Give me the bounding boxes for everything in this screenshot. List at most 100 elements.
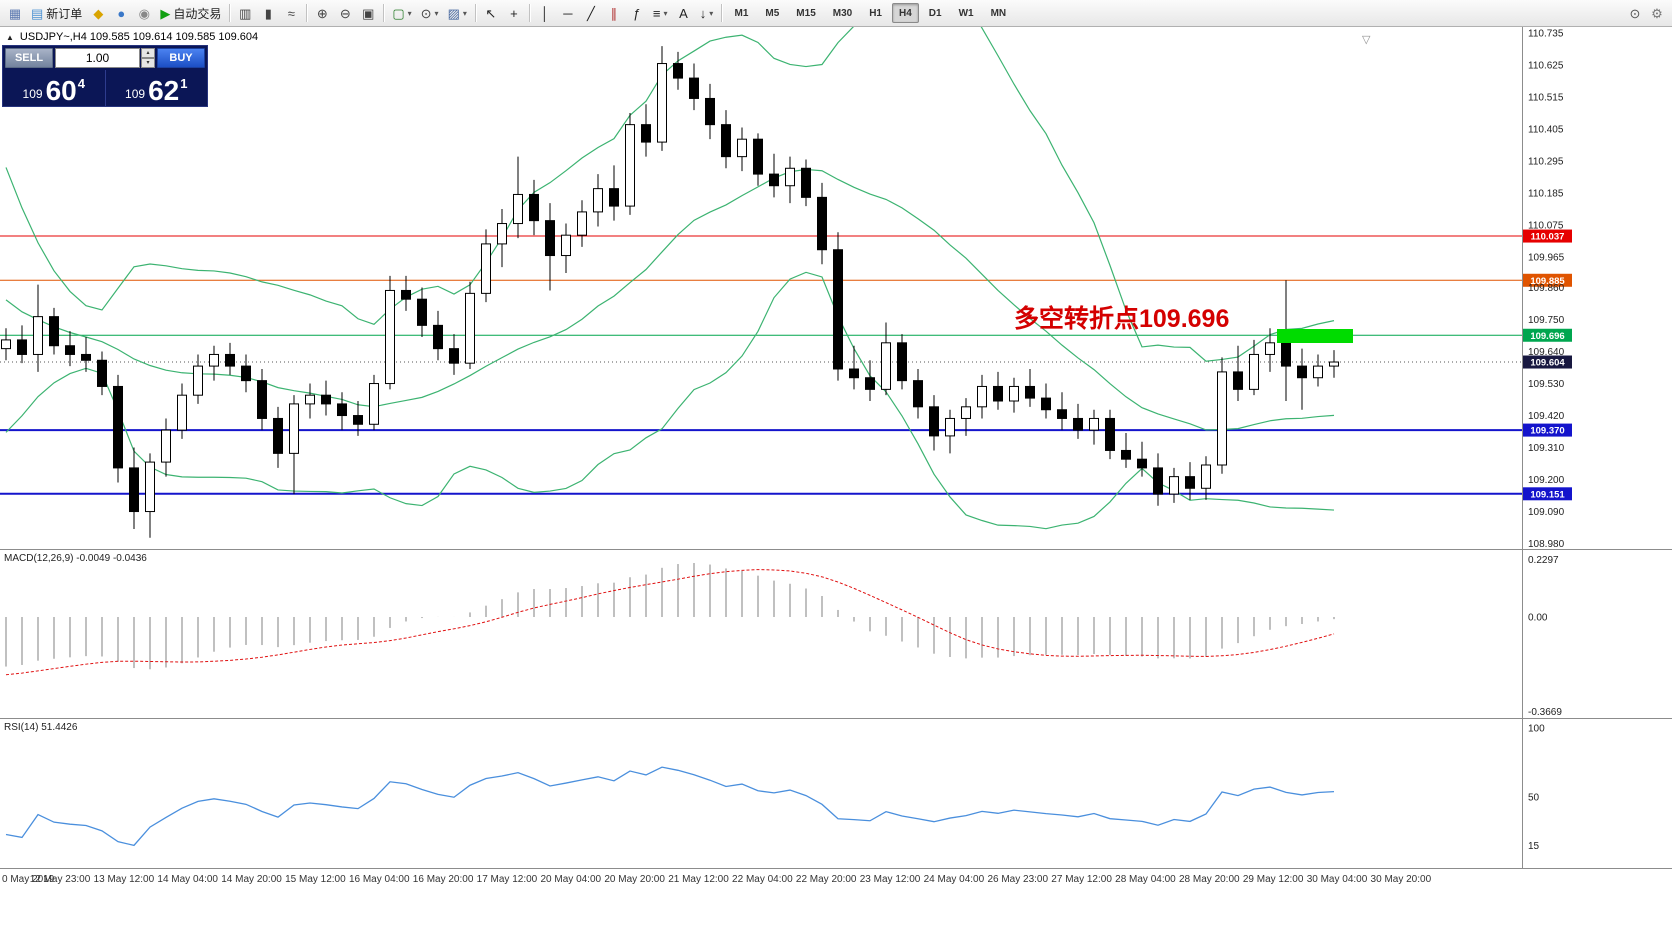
volume-stepper: ▴ ▾	[141, 48, 155, 68]
chevron-down-icon: ▾	[407, 8, 412, 18]
periods-icon: ⊙	[420, 5, 432, 21]
candlestick	[1089, 409, 1099, 445]
candlestick	[1025, 368, 1035, 407]
timeframe-m5-button[interactable]: M5	[758, 3, 786, 23]
candlestick	[65, 331, 75, 367]
new-order-button[interactable]: ▤ 新订单	[27, 2, 86, 24]
trendline-tool-button[interactable]: ╱	[580, 2, 602, 24]
volume-up-button[interactable]: ▴	[141, 48, 155, 58]
rsi-panel-canvas[interactable]: RSI(14) 51.4426 100 50 15	[0, 718, 1672, 868]
highlight-rectangle[interactable]	[1277, 329, 1353, 343]
timeframe-m15-button[interactable]: M15	[789, 3, 822, 23]
one-click-panel-toggle-icon[interactable]: ▲	[6, 32, 14, 42]
candlestick	[977, 374, 987, 419]
data-window-icon: ◉	[138, 5, 150, 21]
periods-button[interactable]: ⊙ ▾	[417, 2, 443, 24]
symbol-ohlc-text: USDJPY~,H4 109.585 109.614 109.585 109.6…	[19, 31, 259, 43]
price-axis-label: 109.860	[1528, 283, 1565, 294]
autotrade-button[interactable]: ▶ 自动交易	[156, 2, 225, 24]
text-tool-button[interactable]: A	[672, 2, 694, 24]
zoom-in-button[interactable]: ⊕	[311, 2, 333, 24]
crosshair-tool-button[interactable]: +	[503, 2, 525, 24]
buy-price[interactable]: 109 62 1	[106, 70, 208, 106]
profiles-icon: ●	[117, 5, 126, 21]
chart-shift-marker-icon[interactable]: ▽	[1362, 34, 1371, 46]
timeframe-mn-button[interactable]: MN	[984, 3, 1014, 23]
candlestick	[577, 200, 587, 247]
templates-icon: ◆	[93, 5, 104, 21]
sell-price[interactable]: 109 60 4	[3, 70, 106, 106]
price-chart-canvas[interactable]: 110.037 109.885 109.696 109.370 109.151 110.7…	[0, 27, 1672, 549]
time-axis-label: 21 May 12:00	[668, 874, 729, 885]
search-button[interactable]: ⊙	[1624, 2, 1646, 24]
macd-axis-label: -0.3669	[1528, 707, 1562, 718]
candlestick	[913, 368, 923, 419]
time-axis-label: 16 May 04:00	[348, 874, 410, 885]
price-badge-label: 109.885	[1530, 276, 1565, 287]
time-axis-label: 28 May 20:00	[1178, 874, 1240, 885]
channel-tool-button[interactable]: ∥	[603, 2, 625, 24]
price-badge	[1523, 423, 1572, 437]
profiles-button[interactable]: ●	[110, 2, 132, 24]
candlestick	[33, 284, 43, 372]
timeframe-w1-button[interactable]: W1	[952, 3, 981, 23]
data-window-button[interactable]: ◉	[133, 2, 155, 24]
indicators-button[interactable]: ▢ ▾	[388, 2, 415, 24]
candlestick	[817, 182, 827, 265]
bollinger-lower-line	[5, 271, 1335, 530]
candlestick-mode-button[interactable]: ▮	[257, 2, 279, 24]
candlestick	[449, 334, 459, 375]
horizontal-line-tool-button[interactable]: ─	[557, 2, 579, 24]
sell-button[interactable]: SELL	[5, 48, 53, 68]
quick-menu-button[interactable]: ⚙	[1646, 2, 1668, 24]
vertical-line-tool-button[interactable]: │	[534, 2, 556, 24]
bar-chart-mode-button[interactable]: ▥	[234, 2, 256, 24]
candlestick	[353, 400, 363, 436]
chart-annotation[interactable]: 多空转折点109.696	[1014, 305, 1230, 333]
buy-price-big: 62	[148, 75, 180, 107]
timeframe-h4-button[interactable]: H4	[892, 3, 919, 23]
timeframe-h1-button[interactable]: H1	[862, 3, 889, 23]
time-axis-label: 13 May 12:00	[93, 874, 155, 885]
tile-windows-button[interactable]: ▣	[357, 2, 379, 24]
timeframe-d1-button[interactable]: D1	[922, 3, 949, 23]
candlestick	[273, 406, 283, 468]
candlestick	[1153, 453, 1163, 506]
buy-button[interactable]: BUY	[157, 48, 205, 68]
price-badge	[1523, 273, 1572, 287]
time-axis-label: 20 May 20:00	[604, 874, 665, 885]
cursor-tool-button[interactable]: ↖	[480, 2, 502, 24]
timeframe-m30-button[interactable]: M30	[826, 3, 859, 23]
chevron-down-icon: ▾	[663, 8, 668, 18]
price-axis-label: 110.405	[1528, 124, 1564, 135]
shapes-tool-button[interactable]: ≡ ▾	[649, 2, 672, 24]
templates-button[interactable]: ◆	[87, 2, 109, 24]
buy-price-prefix: 109	[125, 87, 146, 101]
zoom-out-button[interactable]: ⊖	[334, 2, 356, 24]
indicators-icon: ▢	[392, 5, 405, 21]
line-chart-mode-button[interactable]: ≈	[280, 2, 302, 24]
arrows-tool-button[interactable]: ↓ ▾	[695, 2, 717, 24]
time-axis[interactable]: 0 May 2019 12 May 23:00 13 May 12:00 14 May…	[0, 868, 1672, 893]
candlestick	[433, 310, 443, 361]
macd-panel-canvas[interactable]: MACD(12,26,9) -0.0049 -0.0436 0.2297 0.00 -…	[0, 549, 1672, 718]
time-axis-label: 23 May 12:00	[859, 874, 921, 885]
trendline-tool-icon: ╱	[586, 5, 595, 21]
rsi-line	[5, 766, 1335, 847]
volume-input[interactable]	[55, 48, 140, 68]
volume-down-button[interactable]: ▾	[141, 58, 155, 68]
candlestick	[881, 322, 891, 396]
candlestick	[193, 354, 203, 404]
candlestick	[673, 51, 683, 90]
trade-panel-controls: SELL ▴ ▾ BUY	[3, 46, 207, 70]
timeframe-m1-button[interactable]: M1	[727, 3, 755, 23]
price-axis-label: 110.185	[1528, 188, 1564, 199]
line-chart-mode-icon: ≈	[287, 5, 295, 21]
candlestick	[897, 334, 907, 390]
chart-templates-button[interactable]: ▨ ▾	[444, 2, 471, 24]
time-axis-label: 14 May 04:00	[157, 874, 218, 885]
price-axis-label: 109.640	[1528, 347, 1565, 358]
fibonacci-tool-button[interactable]: ƒ	[626, 2, 648, 24]
candlestick	[593, 174, 603, 227]
new-chart-button[interactable]: ▦	[4, 2, 26, 24]
